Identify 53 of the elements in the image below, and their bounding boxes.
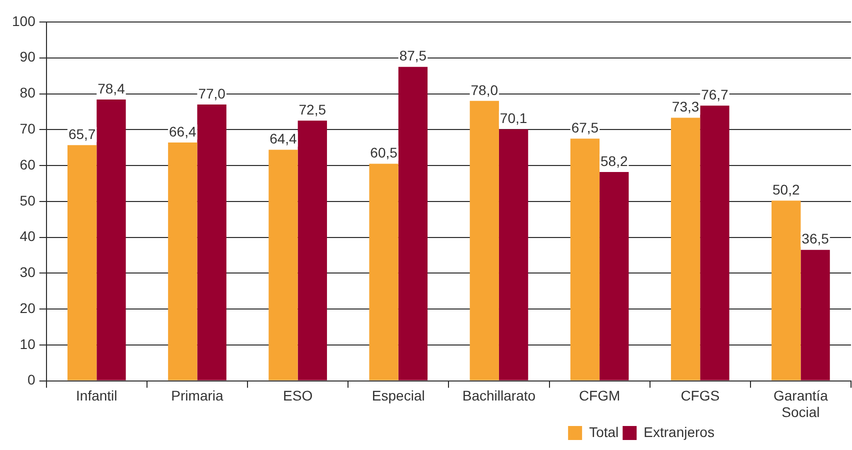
data-label: 73,3 (672, 98, 700, 115)
data-label: 77,0 (198, 85, 226, 102)
data-label: 58,2 (600, 152, 628, 169)
data-label: 87,5 (399, 48, 427, 64)
y-tick-label: 50 (20, 192, 36, 208)
y-tick-label: 90 (20, 48, 36, 65)
y-tick-label: 100 (12, 12, 36, 29)
x-tick-label: Especial (372, 388, 425, 404)
x-tick-label: Bachillarato (462, 388, 536, 404)
data-label: 50,2 (772, 182, 800, 198)
bar (570, 138, 600, 380)
bar (470, 100, 499, 380)
bar (398, 66, 428, 380)
bar (298, 120, 327, 380)
legend-label: Extranjeros (644, 424, 714, 440)
y-tick-label: 60 (20, 156, 36, 172)
bar (197, 104, 226, 380)
x-tick-label: ESO (283, 388, 313, 404)
x-tick-label: CFGS (680, 388, 720, 404)
data-label: 36,5 (802, 230, 830, 247)
data-label: 78,4 (98, 80, 126, 96)
x-tick-label: Primaria (171, 388, 224, 404)
bar (498, 129, 528, 380)
data-label: 78,0 (470, 82, 498, 98)
bar (600, 172, 629, 380)
bar (268, 150, 298, 380)
data-label: 64,4 (270, 130, 298, 147)
x-tick-label: Garantía Social (773, 388, 828, 420)
data-label: 60,5 (370, 144, 398, 161)
bar (670, 118, 700, 380)
data-label: 65,7 (68, 126, 96, 142)
x-tick-label: CFGM (578, 388, 620, 404)
data-label: 76,7 (701, 86, 729, 102)
bar (67, 145, 97, 380)
bar (168, 142, 198, 380)
bar (772, 200, 801, 380)
y-tick-label: 30 (20, 264, 36, 280)
y-tick-label: 0 (28, 372, 36, 388)
data-label: 67,5 (571, 119, 599, 136)
y-tick-label: 70 (20, 120, 36, 136)
data-label: 72,5 (298, 102, 326, 118)
y-tick-label: 80 (20, 84, 36, 101)
y-tick-label: 40 (20, 228, 36, 244)
bar (369, 164, 398, 380)
bar (800, 250, 830, 380)
bar (96, 100, 126, 380)
y-tick-label: 20 (20, 300, 36, 316)
data-label: 66,4 (169, 123, 196, 140)
x-tick-label: Infantil (76, 388, 118, 404)
data-label: 70,1 (500, 110, 528, 126)
bar (700, 106, 730, 380)
legend-label: Total (589, 424, 619, 440)
y-tick-label: 10 (20, 336, 36, 352)
